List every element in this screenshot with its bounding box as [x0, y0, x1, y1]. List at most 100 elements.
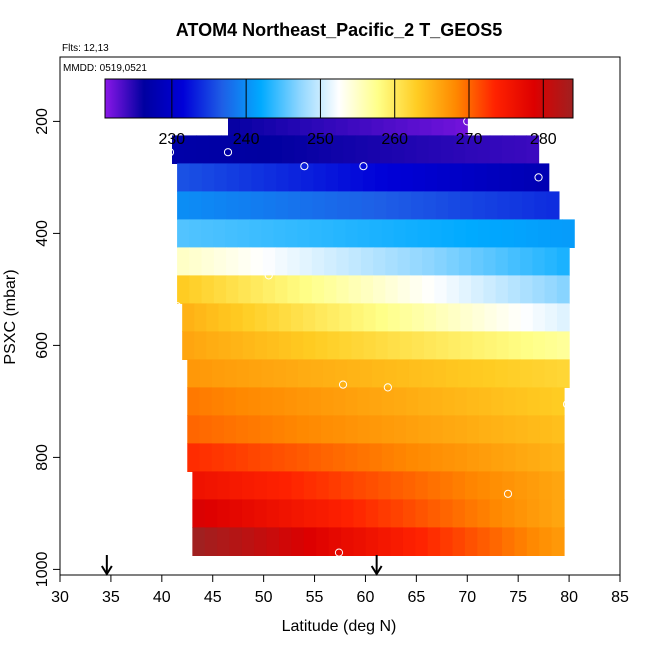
heatmap-cell: [260, 443, 273, 472]
heatmap-cell: [489, 527, 503, 556]
sample-point: [359, 162, 368, 171]
sample-point: [559, 565, 569, 574]
heatmap-cell: [310, 359, 324, 388]
heatmap-cell: [526, 499, 540, 528]
heatmap-cell: [478, 443, 492, 472]
heatmap-cell: [458, 247, 472, 276]
heatmap-cell: [433, 359, 447, 388]
heatmap-cell: [486, 163, 500, 192]
heatmap-cell: [539, 443, 553, 472]
heatmap-cell: [172, 135, 185, 164]
sample-point: [223, 148, 233, 157]
heatmap-cell: [538, 219, 551, 248]
heatmap-cell: [229, 471, 243, 500]
heatmap-cell: [496, 303, 510, 332]
heatmap-cell: [275, 275, 288, 304]
heatmap-cell: [375, 163, 389, 192]
heatmap-cell: [511, 163, 525, 192]
heatmap-cell: [454, 443, 468, 472]
heatmap-cell: [248, 415, 261, 444]
heatmap-cell: [427, 499, 441, 528]
heatmap-cell: [189, 247, 203, 276]
heatmap-cell: [272, 387, 286, 416]
heatmap-cell: [448, 191, 461, 220]
heatmap-cell: [309, 219, 323, 248]
colorbar-gradient: [104, 78, 574, 119]
heatmap-cell: [483, 275, 497, 304]
heatmap-cell: [415, 527, 429, 556]
heatmap-cell: [544, 359, 558, 388]
heatmap-cell: [211, 415, 225, 444]
heatmap-cells: [172, 107, 575, 556]
heatmap-cell: [428, 135, 442, 164]
heatmap-cell: [187, 415, 201, 444]
heatmap-cell: [266, 303, 280, 332]
heatmap-cell: [345, 443, 359, 472]
heatmap-cell: [201, 219, 214, 248]
x-tick-label: 60: [357, 589, 375, 606]
heatmap-cell: [527, 415, 541, 444]
heatmap-cell: [454, 415, 468, 444]
heatmap-cell: [369, 387, 383, 416]
heatmap-cell: [204, 499, 218, 528]
heatmap-cell: [514, 527, 528, 556]
heatmap-cell: [223, 415, 237, 444]
heatmap-cell: [520, 275, 533, 304]
heatmap-cell: [415, 499, 429, 528]
heatmap-cell: [445, 359, 459, 388]
heatmap-cell: [291, 303, 304, 332]
heatmap-cell: [458, 359, 472, 388]
heatmap-cell: [177, 247, 190, 276]
heatmap-cell: [491, 415, 504, 444]
heatmap-cell: [452, 471, 466, 500]
heatmap-cell: [353, 499, 367, 528]
heatmap-cell: [365, 527, 379, 556]
y-axis: 200 400 600 800 1000: [34, 108, 60, 587]
heatmap-cell: [372, 359, 385, 388]
heatmap-cell: [550, 219, 563, 248]
y-tick-label: 1000: [34, 552, 51, 588]
heatmap-cell: [483, 247, 497, 276]
sample-point: [264, 271, 273, 280]
heatmap-cell: [557, 303, 570, 332]
heatmap-cell: [489, 219, 503, 248]
heatmap-cell: [546, 191, 560, 220]
heatmap-cell: [303, 331, 316, 360]
heatmap-cell: [365, 471, 379, 500]
heatmap-cell: [491, 443, 504, 472]
heatmap-cell: [254, 331, 268, 360]
x-tick-label: 40: [153, 589, 171, 606]
heatmap-cell: [421, 359, 435, 388]
heatmap-cell: [341, 527, 355, 556]
heatmap-cell: [192, 527, 206, 556]
heatmap-cell: [521, 191, 535, 220]
heatmap-cell: [381, 219, 395, 248]
heatmap-cell: [225, 219, 238, 248]
heatmap-cell: [341, 471, 355, 500]
heatmap-cell: [345, 387, 359, 416]
heatmap-cell: [206, 331, 220, 360]
heatmap-cell: [192, 471, 206, 500]
heatmap-cell: [201, 191, 215, 220]
mmdd-label: MMDD: 0519,0521: [63, 63, 147, 74]
heatmap-cell: [381, 387, 395, 416]
heatmap-cell: [489, 471, 503, 500]
heatmap-cell: [303, 499, 317, 528]
heatmap-cell: [363, 303, 377, 332]
colorbar-tick-label: 270: [456, 131, 483, 148]
heatmap-cell: [497, 191, 511, 220]
heatmap-cell: [357, 219, 371, 248]
heatmap-cell: [333, 219, 347, 248]
x-tick-label: 50: [255, 589, 273, 606]
heatmap-cell: [386, 191, 400, 220]
heatmap-cell: [398, 191, 412, 220]
heatmap-cell: [422, 275, 435, 304]
heatmap-cell: [296, 443, 310, 472]
heatmap-cell: [238, 191, 252, 220]
heatmap-cell: [336, 275, 350, 304]
heatmap-cell: [276, 163, 290, 192]
heatmap-cell: [397, 247, 411, 276]
heatmap-cell: [235, 443, 249, 472]
